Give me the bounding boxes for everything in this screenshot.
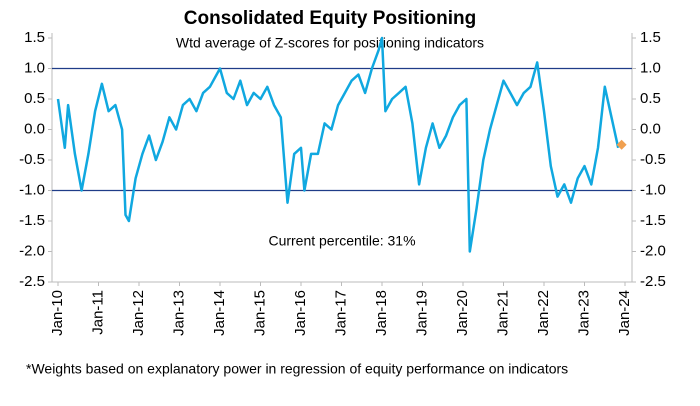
footnote: *Weights based on explanatory power in r… [26,361,568,377]
x-tick-label: Jan-19 [413,290,430,336]
x-tick-label: Jan-12 [130,290,147,336]
y-tick-label: 0.0 [24,120,45,137]
x-tick-label: Jan-18 [373,290,390,336]
y-tick-label: -2.5 [19,273,45,290]
y-tick-label: 1.0 [24,59,45,76]
current-marker [616,139,627,150]
x-tick-label: Jan-23 [575,290,592,336]
y-tick-label: -2.0 [19,242,45,259]
x-tick-label: Jan-15 [251,290,268,336]
y2-tick-label: 1.0 [640,59,661,76]
x-tick-label: Jan-17 [332,290,349,336]
x-tick-label: Jan-10 [49,290,66,336]
chart-title: Consolidated Equity Positioning [184,8,476,29]
y-tick-label: -1.0 [19,181,45,198]
x-tick-label: Jan-13 [170,290,187,336]
y2-tick-label: -0.5 [640,151,666,168]
x-tick-label: Jan-20 [454,290,471,336]
y2-tick-label: 0.0 [640,120,661,137]
y2-tick-label: -2.0 [640,242,666,259]
x-tick-label: Jan-14 [211,290,228,336]
y2-tick-label: 1.5 [640,29,661,46]
y-tick-label: -1.5 [19,212,45,229]
y2-tick-label: -1.0 [640,181,666,198]
x-tick-label: Jan-22 [535,290,552,336]
x-tick-label: Jan-11 [89,290,106,335]
x-tick-label: Jan-16 [292,290,309,336]
y2-tick-label: -1.5 [640,212,666,229]
annotation: Current percentile: 31% [268,233,415,249]
x-tick-label: Jan-24 [616,290,633,336]
chart-subtitle: Wtd average of Z-scores for positioning … [176,35,484,51]
y-tick-label: 1.5 [24,29,45,46]
y-tick-label: 0.5 [24,90,45,107]
data-line [56,36,620,253]
y2-tick-label: 0.5 [640,90,661,107]
y-tick-label: -0.5 [19,151,45,168]
x-tick-label: Jan-21 [494,290,511,336]
y2-tick-label: -2.5 [640,273,666,290]
